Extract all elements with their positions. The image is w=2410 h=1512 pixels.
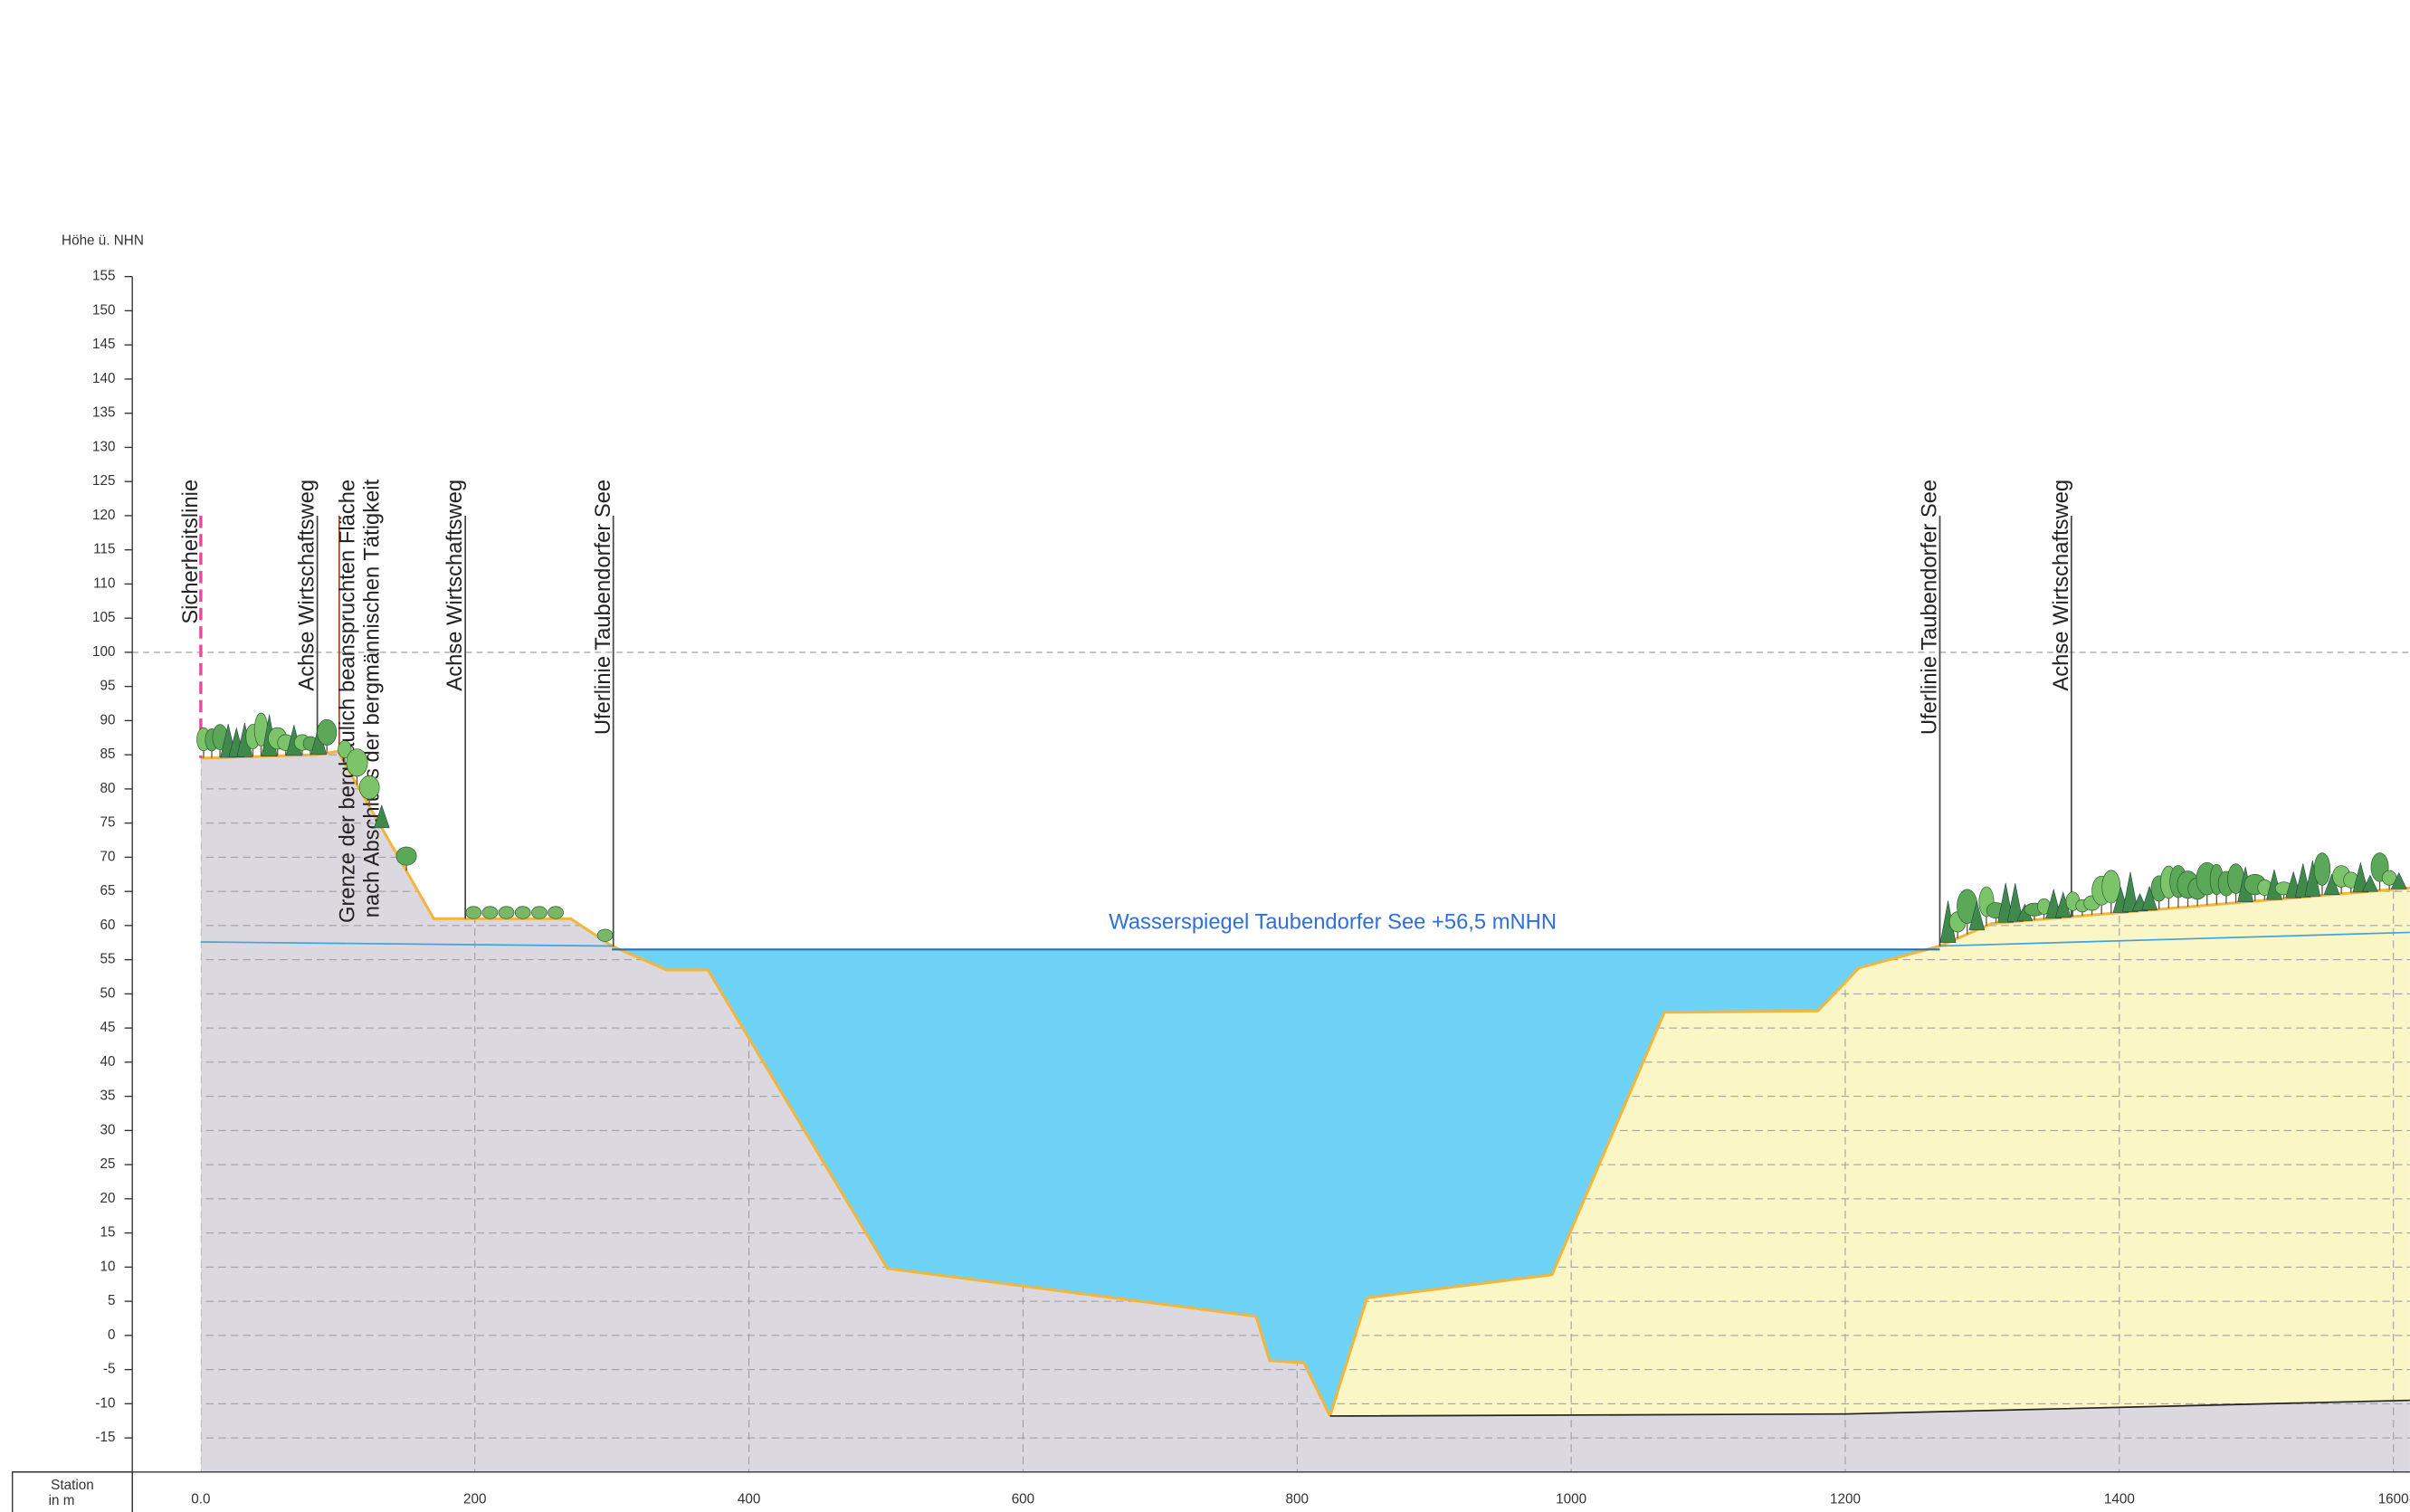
y-tick-label: 15 [100, 1225, 116, 1241]
y-tick-label: 30 [100, 1122, 116, 1137]
conifer [2141, 885, 2158, 911]
crown [2313, 852, 2331, 886]
y-tick-label: 75 [100, 815, 116, 831]
y-tick-label: 150 [92, 302, 115, 318]
conifer [2352, 861, 2369, 893]
x-tick-label: 800 [1286, 1491, 1309, 1507]
marker-label: Achse Wirtschaftsweg [443, 480, 467, 691]
y-tick-label: 95 [100, 679, 116, 694]
y-tick-label: 85 [100, 746, 116, 762]
marker-label: Grenze der bergbaulich beanspruchten Flä… [335, 480, 359, 923]
x-tick-label: 1400 [2104, 1491, 2135, 1507]
y-tick-label: 140 [92, 371, 115, 386]
y-tick-label: 65 [100, 883, 116, 899]
y-tick-label: 110 [93, 575, 115, 591]
y-tick-label: 0 [108, 1327, 116, 1343]
y-tick-label: -15 [95, 1430, 115, 1445]
y-tick-label: 155 [92, 269, 115, 284]
conifer [2122, 871, 2139, 912]
marker-label: nach Abschluss der bergmännischen Tätigk… [359, 479, 384, 918]
y-tick-label: 35 [100, 1089, 116, 1104]
y-tick-label: 105 [92, 610, 115, 625]
shrub [548, 906, 564, 919]
y-tick-label: 5 [108, 1293, 116, 1308]
conifer [373, 804, 390, 829]
crown [317, 718, 338, 746]
x-tick-label: 0.0 [191, 1491, 210, 1507]
crown [346, 748, 368, 777]
shrub [596, 928, 614, 942]
shrub [498, 906, 515, 919]
y-tick-label: 50 [100, 985, 116, 1001]
x-tick-label: 200 [463, 1491, 486, 1507]
y-tick-label: 25 [100, 1156, 116, 1172]
shrub [465, 906, 482, 919]
y-tick-label: 120 [92, 508, 115, 523]
conifer [2362, 874, 2378, 892]
conifer [1968, 900, 1986, 931]
left-ground-surface [200, 749, 1332, 1417]
y-tick-label: -10 [95, 1395, 115, 1411]
marker-label: Uferlinie Taubendorfer See [1918, 480, 1942, 735]
y-tick-label: 90 [100, 712, 116, 727]
y-tick-label: 55 [100, 952, 116, 967]
water-label: Wasserspiegel Taubendorfer See +56,5 mNH… [1109, 910, 1557, 935]
y-tick-label: 125 [92, 473, 115, 489]
crown [338, 740, 352, 758]
y-tick-label: 10 [100, 1259, 116, 1274]
groundwater-line [1939, 931, 2410, 947]
x-tick-label: 400 [738, 1491, 760, 1507]
y-tick-label: 70 [100, 849, 116, 864]
y-tick-label: -5 [103, 1362, 116, 1377]
base-line [1329, 1399, 2410, 1417]
x-tick-label: 1000 [1556, 1491, 1586, 1507]
groundwater-line [200, 941, 613, 947]
y-tick-label: 145 [92, 337, 115, 352]
marker-label: Achse Wirtschaftsweg [295, 480, 319, 691]
crown [358, 775, 380, 800]
shrub [514, 906, 531, 919]
x-axis-label: Station [51, 1478, 94, 1493]
y-tick-label: 60 [100, 918, 116, 933]
vegetation [196, 712, 2407, 943]
shrub [481, 906, 499, 919]
y-tick-label: 20 [100, 1191, 116, 1206]
crown [395, 846, 417, 866]
conifer [2006, 883, 2024, 922]
x-tick-label: 1200 [1830, 1491, 1861, 1507]
right-ground-surface [1329, 886, 2410, 1417]
y-tick-label: 100 [92, 644, 115, 660]
marker-label: Achse Wirtschaftsweg [2049, 480, 2073, 691]
x-axis-label: in m [49, 1493, 75, 1508]
y-axis-label: Höhe ü. NHN [62, 233, 144, 249]
conifer [2390, 871, 2407, 889]
y-tick-label: 135 [92, 405, 115, 421]
marker-label: Sicherheitslinie [178, 480, 203, 624]
y-tick-label: 80 [100, 781, 116, 796]
x-tick-label: 600 [1012, 1491, 1034, 1507]
crown [2101, 870, 2121, 904]
y-tick-label: 45 [100, 1020, 116, 1035]
y-tick-label: 115 [93, 542, 115, 557]
y-tick-label: 130 [92, 439, 115, 454]
right-ground [1329, 888, 2410, 1416]
y-tick-label: 40 [100, 1054, 116, 1070]
marker-label: Uferlinie Taubendorfer See [591, 480, 615, 735]
x-tick-label: 1600 [2378, 1491, 2409, 1507]
shrub [531, 906, 548, 919]
left-ground [200, 751, 2410, 1472]
